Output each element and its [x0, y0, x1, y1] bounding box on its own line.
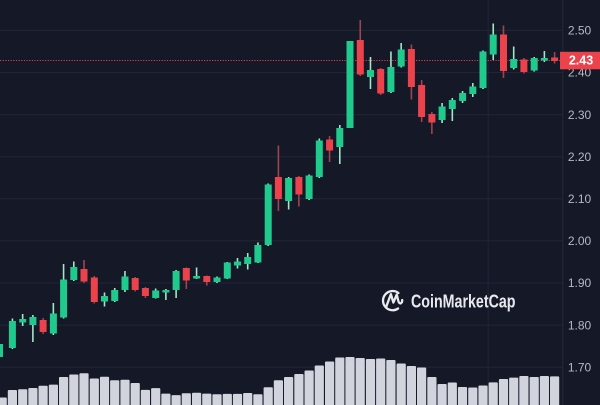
- svg-text:2.10: 2.10: [568, 192, 592, 206]
- svg-text:2.43: 2.43: [569, 54, 593, 68]
- svg-text:2.00: 2.00: [568, 234, 592, 248]
- svg-text:CoinMarketCap: CoinMarketCap: [411, 291, 516, 312]
- svg-text:1.80: 1.80: [568, 318, 592, 332]
- svg-text:1.90: 1.90: [568, 276, 592, 290]
- svg-text:1.70: 1.70: [568, 360, 592, 374]
- svg-text:2.30: 2.30: [568, 108, 592, 122]
- svg-text:2.20: 2.20: [568, 150, 592, 164]
- svg-text:2.50: 2.50: [568, 24, 592, 38]
